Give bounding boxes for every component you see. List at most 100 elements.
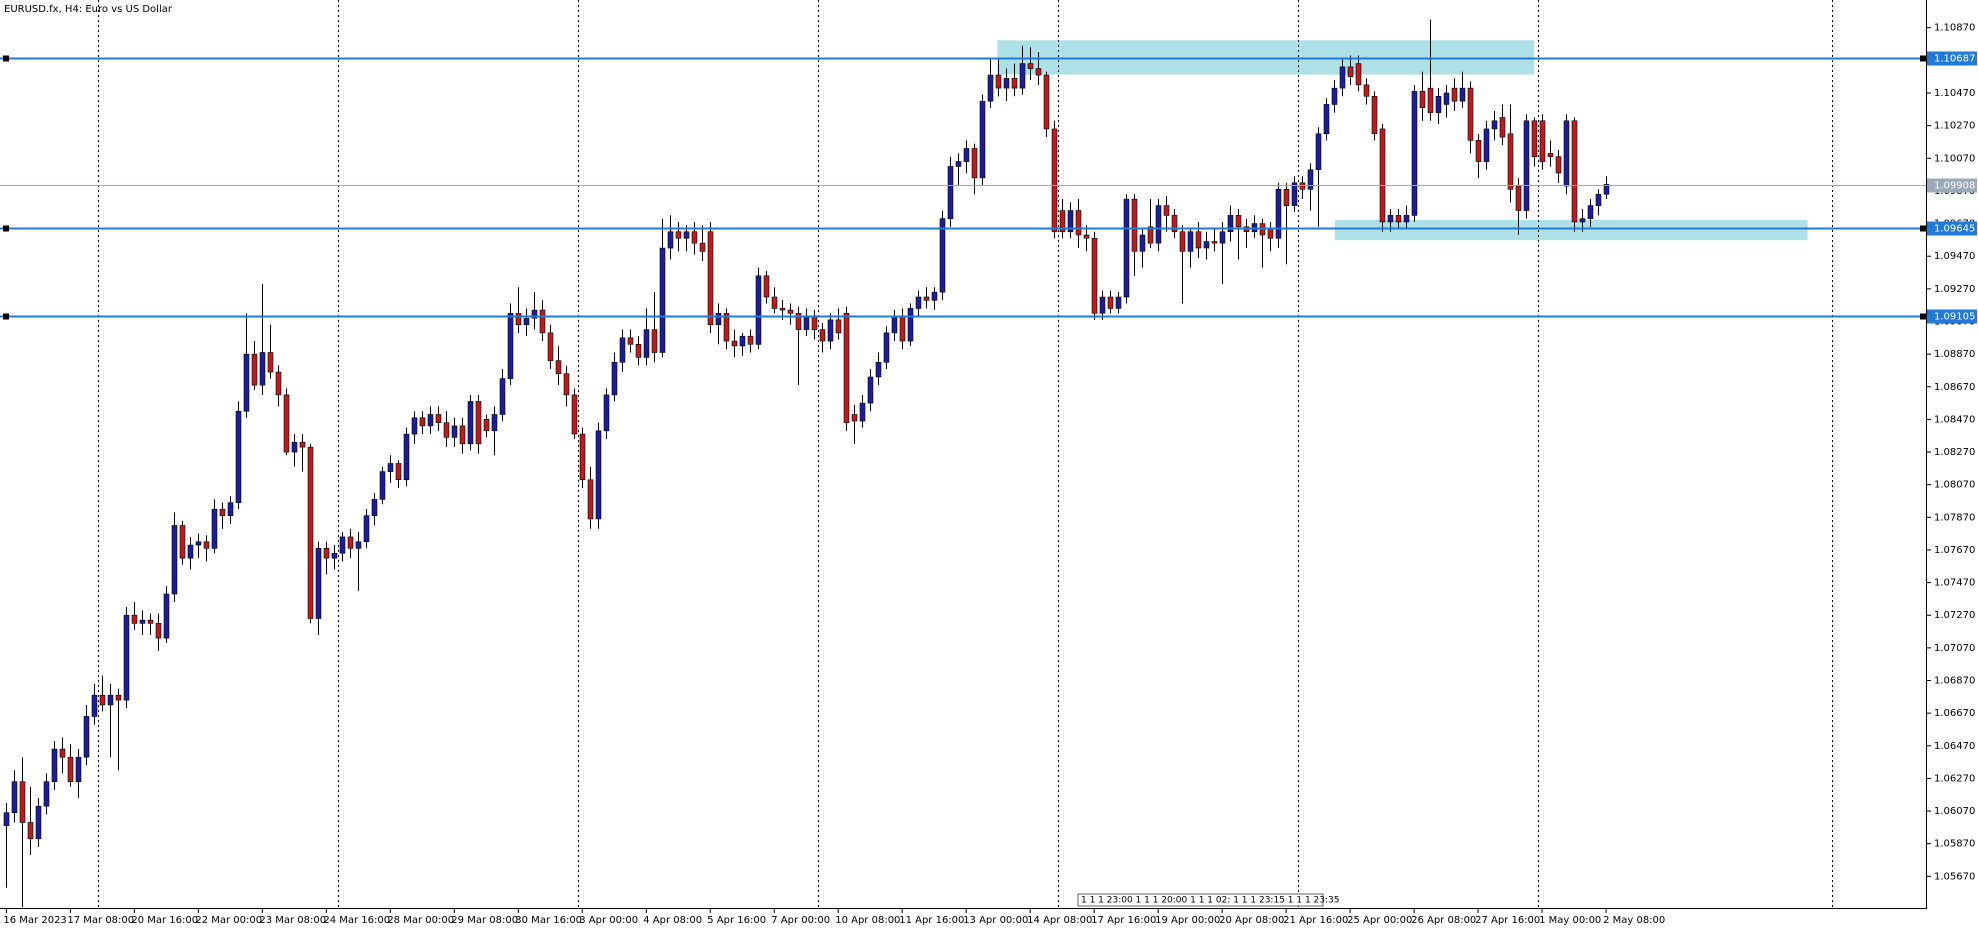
y-tick-label: 1.06070	[1934, 806, 1975, 817]
level-handle	[1920, 313, 1926, 320]
candle-body	[107, 694, 114, 706]
candle-body	[1059, 210, 1066, 233]
candle-body	[1147, 226, 1154, 244]
candle-body	[243, 353, 250, 412]
candle-body	[803, 316, 810, 330]
x-tick-label: 26 Apr 08:00	[1411, 915, 1476, 926]
candle-body	[1283, 189, 1290, 206]
candle-body	[1475, 140, 1482, 162]
candle-body	[1235, 215, 1242, 228]
candle-body	[539, 309, 546, 334]
candle-body	[1315, 133, 1322, 171]
candle-body	[1355, 63, 1362, 86]
candle-body	[451, 425, 458, 438]
candle-body	[179, 525, 186, 559]
candle-body	[899, 316, 906, 342]
x-tick-label: 19 Apr 00:00	[1155, 915, 1220, 926]
candle-body	[515, 313, 522, 326]
candle-body	[651, 329, 658, 353]
y-tick-label: 1.07470	[1934, 578, 1975, 589]
level-label: 1.09105	[1934, 312, 1975, 323]
candle-body	[603, 394, 610, 432]
candle-body	[1491, 120, 1498, 130]
candle-body	[19, 781, 26, 823]
level-tag	[1927, 309, 1977, 324]
candle-body	[491, 414, 498, 432]
level-handle	[3, 313, 9, 320]
candle-body	[1555, 156, 1562, 174]
candle-body	[1371, 95, 1378, 135]
y-tick-label: 1.05870	[1934, 839, 1975, 850]
candle-body	[635, 344, 642, 358]
y-tick-label: 1.06470	[1934, 741, 1975, 752]
y-tick-label: 1.07270	[1934, 610, 1975, 621]
candle-body	[923, 296, 930, 301]
candle-body	[859, 402, 866, 422]
levels-layer	[0, 55, 1926, 320]
candle-body	[875, 361, 882, 378]
y-tick-label: 1.08470	[1934, 414, 1975, 425]
level-tag	[1927, 221, 1977, 236]
candle-body	[1435, 95, 1442, 113]
candle-body	[507, 313, 514, 379]
candle-body	[1187, 231, 1194, 252]
candle-body	[555, 360, 562, 375]
x-tick-label: 1 May 00:00	[1539, 915, 1601, 926]
candle-body	[579, 433, 586, 481]
candle-body	[499, 378, 506, 415]
candle-body	[1051, 128, 1058, 233]
candle-body	[195, 541, 202, 546]
candle-body	[307, 446, 314, 619]
x-tick-label: 21 Apr 16:00	[1283, 915, 1348, 926]
candle-body	[1467, 87, 1474, 141]
y-tick-label: 1.06270	[1934, 773, 1975, 784]
y-tick-label: 1.09270	[1934, 284, 1975, 295]
x-tick-label: 7 Apr 00:00	[771, 915, 830, 926]
candle-body	[379, 471, 386, 500]
candle-body	[547, 332, 554, 361]
candle-body	[723, 313, 730, 342]
candle-body	[1451, 87, 1458, 102]
candle-body	[771, 296, 778, 309]
level-label: 1.09645	[1934, 224, 1975, 235]
candle-body	[1443, 92, 1450, 105]
candle-body	[315, 548, 322, 619]
candle-body	[467, 401, 474, 445]
candle-body	[739, 335, 746, 347]
candle-body	[339, 536, 346, 554]
x-tick-label: 20 Mar 16:00	[131, 915, 198, 926]
candle-body	[483, 419, 490, 432]
candle-body	[915, 296, 922, 309]
candle-body	[683, 231, 690, 239]
x-tick-label: 4 Apr 08:00	[643, 915, 702, 926]
candle-body	[787, 309, 794, 314]
candle-body	[1035, 68, 1042, 76]
zone	[997, 40, 1535, 75]
candle-body	[1603, 184, 1610, 195]
candle-body	[1083, 234, 1090, 239]
level-handle	[1920, 225, 1926, 232]
candle-body	[1459, 87, 1466, 102]
candle-body	[1171, 215, 1178, 233]
candle-body	[763, 275, 770, 298]
candle-body	[1427, 87, 1434, 113]
candle-body	[587, 479, 594, 520]
candle-body	[1203, 241, 1210, 249]
y-tick-label: 1.10070	[1934, 153, 1975, 164]
overlay-box	[1077, 893, 1324, 907]
candle-body	[1307, 169, 1314, 190]
y-tick-label: 1.07870	[1934, 512, 1975, 523]
candle-body	[619, 337, 626, 363]
candle-body	[1179, 231, 1186, 252]
candle-body	[1075, 210, 1082, 236]
candle-body	[1155, 205, 1162, 244]
candle-body	[667, 231, 674, 249]
candle-body	[691, 231, 698, 244]
candle-body	[1227, 215, 1234, 233]
candle-body	[987, 74, 994, 102]
y-tick-label: 1.06870	[1934, 676, 1975, 687]
candle-body	[1107, 296, 1114, 309]
current-price-tag	[1927, 178, 1977, 193]
candle-body	[995, 74, 1002, 89]
